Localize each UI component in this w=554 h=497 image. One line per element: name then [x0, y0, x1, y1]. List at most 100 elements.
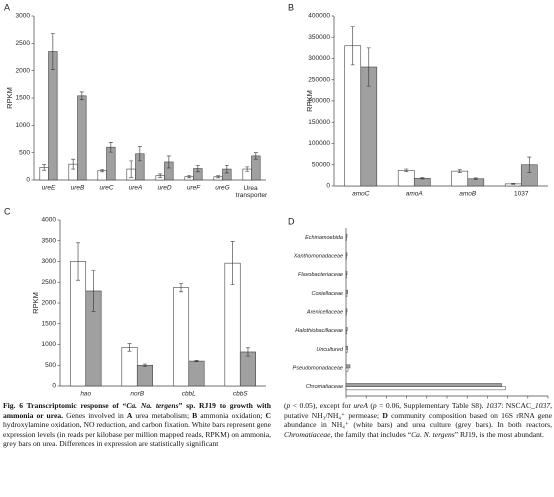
y-tick-label: 1500	[16, 95, 31, 102]
caption-text: 1037	[486, 401, 502, 410]
caption-text: ammonia oxidation;	[197, 410, 266, 420]
bar	[345, 311, 347, 316]
caption-text: Na. tergens	[137, 401, 179, 410]
bar	[77, 95, 87, 181]
bar	[397, 169, 415, 187]
x-tick-label: cbbL	[182, 391, 196, 398]
error-bar	[404, 168, 409, 172]
caption-text: B	[192, 410, 198, 420]
charts: A 0 500 1000 1500 2000 2500 3000 RPKM ureE ureB ure…	[4, 2, 549, 399]
caption-left: Fig. 6 Transcriptomic response of “Ca. N…	[3, 401, 271, 449]
caption-text: Chromatiaceae	[284, 429, 331, 439]
error-bar	[42, 164, 47, 171]
y-tick-label: Coxiellaceae	[312, 291, 344, 297]
x-tick-label: ureD	[157, 185, 171, 192]
caption-text: A	[126, 410, 133, 420]
y-tick-label: 250000	[308, 76, 330, 83]
bar	[345, 327, 348, 331]
y-tick-label: 350000	[308, 34, 330, 41]
error-bar	[366, 47, 371, 87]
error-bar	[137, 146, 142, 162]
bar	[345, 308, 348, 313]
caption-text: community composition based on 16S rRNA …	[284, 410, 552, 430]
x-tick-label: norB	[130, 391, 144, 398]
error-bar	[179, 283, 184, 293]
y-tick-label: 3000	[16, 13, 31, 20]
caption-text: 1037	[534, 401, 551, 410]
x-tick-label: hao	[80, 391, 91, 398]
error-bar	[79, 91, 84, 100]
caption-text: (	[284, 401, 287, 410]
caption-right: (p < 0.05), except for ureA (p = 0.06, S…	[284, 401, 552, 439]
y-tick-label: 300000	[308, 55, 330, 62]
panel-label: B	[288, 2, 294, 12]
caption-text: p	[286, 401, 291, 410]
y-tick-label: 2500	[16, 40, 31, 47]
error-bar	[76, 242, 81, 281]
error-bar	[50, 33, 55, 70]
y-tick-label: Pseudomonadaceae	[293, 365, 343, 371]
panel-label: A	[4, 2, 10, 12]
y-tick-label: 150000	[308, 119, 330, 126]
y-tick-label: Xanthomonadaceae	[293, 253, 343, 259]
bar	[188, 360, 205, 387]
bar	[345, 349, 348, 353]
bar	[345, 386, 506, 391]
caption-text: : NSCAC_	[501, 401, 535, 410]
caption-text: ” sp. RJ19 to growth with ammonia or ure…	[3, 401, 271, 420]
y-tick-label: Echinamoebida	[305, 235, 343, 241]
y-tick-label: 3000	[42, 258, 57, 265]
bar	[345, 383, 502, 387]
caption-text: C	[265, 410, 271, 420]
y-tick-label: Arenicellaceae	[306, 309, 343, 315]
bar	[345, 233, 348, 238]
bar	[413, 178, 431, 187]
y-axis-label: RPKM	[5, 87, 14, 109]
y-tick-label: Halothiobacillaceae	[295, 328, 343, 334]
bar	[121, 347, 138, 387]
bar	[239, 351, 256, 387]
y-tick-label: 2000	[16, 67, 31, 74]
panel-label: D	[288, 216, 295, 226]
caption-text: = 0.06, Supplementary Table S8).	[376, 401, 486, 410]
x-tick-label: 1037	[514, 191, 529, 198]
error-bar	[473, 177, 478, 180]
caption-text: Genes involved in	[63, 410, 127, 420]
error-bar	[230, 241, 235, 286]
caption-text: Ca.	[126, 401, 138, 410]
caption-text: , the family that includes “	[330, 429, 412, 439]
bar	[345, 252, 348, 257]
x-tick-label: ureF	[187, 185, 201, 192]
x-tick-label: ureE	[42, 185, 56, 192]
x-tick-label: ureB	[71, 185, 85, 192]
error-bar	[245, 166, 250, 172]
error-bar	[216, 175, 221, 179]
x-tick-label: Urea transporter	[236, 185, 268, 199]
bar	[251, 155, 261, 181]
caption-text: ureA	[353, 401, 368, 410]
error-bar	[245, 347, 250, 357]
bar	[345, 289, 348, 294]
error-bar	[166, 155, 171, 169]
caption-text: (	[367, 401, 373, 410]
y-tick-label: 2500	[42, 279, 57, 286]
y-tick-label: 1500	[42, 320, 57, 327]
bar	[48, 51, 58, 181]
y-axis-label: RPKM	[305, 90, 314, 112]
error-bar	[158, 173, 163, 178]
bar	[345, 237, 347, 241]
bar	[136, 364, 153, 387]
y-axis-label: RPKM	[31, 292, 40, 314]
bar	[345, 271, 348, 275]
error-bar	[420, 177, 425, 180]
y-tick-label: 1000	[42, 341, 57, 348]
y-tick-label: 4000	[42, 217, 57, 224]
y-tick-label: 500	[45, 362, 56, 369]
caption-text: Fig. 6 Transcriptomic response of “	[3, 401, 127, 410]
error-bar	[108, 141, 113, 153]
error-bar	[457, 169, 462, 173]
y-tick-label: 50000	[312, 161, 330, 168]
caption-text: hydroxylamine oxidation, NO reduction, a…	[3, 420, 271, 449]
error-bar	[511, 183, 516, 185]
error-bar	[253, 152, 258, 160]
